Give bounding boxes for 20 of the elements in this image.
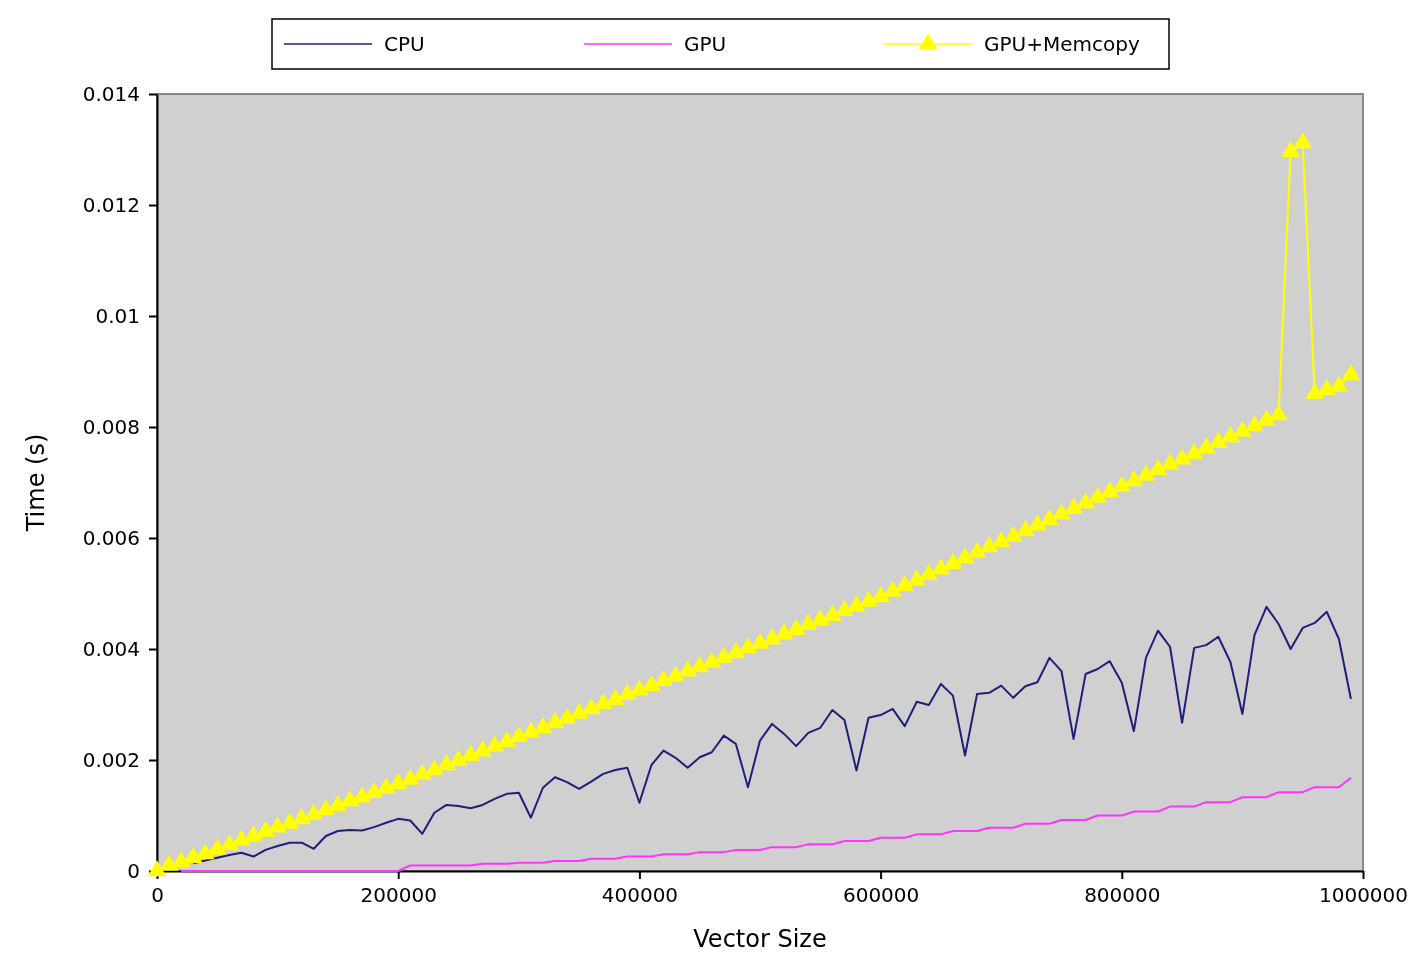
line-series — [180, 776, 1352, 872]
legend-label: GPU+Memcopy — [984, 32, 1140, 56]
y-tick-label: 0.01 — [95, 303, 140, 328]
x-axis-title: Vector Size — [693, 925, 827, 953]
y-tick-label: 0.006 — [82, 525, 140, 550]
y-tick-label: 0.004 — [82, 636, 140, 661]
y-axis-title: Time (s) — [22, 433, 50, 533]
x-tick-label: 1000000 — [1318, 883, 1409, 907]
x-tick-label: 800000 — [1084, 883, 1161, 907]
y-tick-label: 0.014 — [82, 81, 140, 106]
legend-label: GPU — [684, 32, 727, 56]
y-tick-label: 0.008 — [82, 414, 140, 439]
y-tick-label: 0.002 — [82, 747, 140, 772]
x-tick-label: 0 — [151, 883, 164, 907]
x-tick-label: 600000 — [842, 883, 920, 907]
x-tick-label: 200000 — [360, 883, 437, 907]
y-tick-label: 0.012 — [82, 192, 140, 217]
legend-label: CPU — [384, 32, 425, 56]
x-tick-label: 400000 — [601, 883, 679, 907]
y-tick-label: 0 — [127, 858, 140, 883]
